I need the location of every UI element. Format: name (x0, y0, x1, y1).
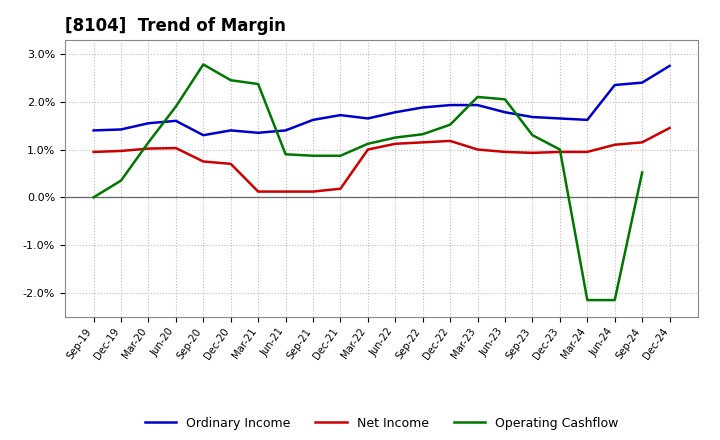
Operating Cashflow (309, 153, 318, 158)
Net Income (473, 147, 482, 152)
Operating Cashflow (473, 94, 482, 99)
Text: [8104]  Trend of Margin: [8104] Trend of Margin (65, 17, 286, 35)
Ordinary Income (309, 117, 318, 122)
Operating Cashflow (418, 132, 427, 137)
Operating Cashflow (117, 178, 125, 183)
Operating Cashflow (226, 77, 235, 83)
Net Income (528, 150, 537, 155)
Ordinary Income (528, 114, 537, 120)
Net Income (282, 189, 290, 194)
Ordinary Income (418, 105, 427, 110)
Ordinary Income (117, 127, 125, 132)
Ordinary Income (226, 128, 235, 133)
Net Income (226, 161, 235, 166)
Net Income (199, 159, 207, 164)
Line: Operating Cashflow: Operating Cashflow (94, 64, 642, 300)
Ordinary Income (583, 117, 592, 122)
Operating Cashflow (254, 81, 263, 87)
Ordinary Income (254, 130, 263, 136)
Ordinary Income (336, 113, 345, 118)
Operating Cashflow (282, 152, 290, 157)
Net Income (583, 149, 592, 154)
Net Income (117, 148, 125, 154)
Ordinary Income (611, 82, 619, 88)
Operating Cashflow (638, 170, 647, 175)
Net Income (556, 149, 564, 154)
Operating Cashflow (199, 62, 207, 67)
Ordinary Income (665, 63, 674, 69)
Operating Cashflow (611, 297, 619, 303)
Line: Ordinary Income: Ordinary Income (94, 66, 670, 135)
Ordinary Income (446, 103, 454, 108)
Ordinary Income (638, 80, 647, 85)
Net Income (254, 189, 263, 194)
Ordinary Income (364, 116, 372, 121)
Net Income (171, 146, 180, 151)
Operating Cashflow (336, 153, 345, 158)
Legend: Ordinary Income, Net Income, Operating Cashflow: Ordinary Income, Net Income, Operating C… (140, 412, 624, 435)
Operating Cashflow (144, 140, 153, 145)
Net Income (665, 125, 674, 131)
Net Income (336, 186, 345, 191)
Line: Net Income: Net Income (94, 128, 670, 191)
Operating Cashflow (500, 97, 509, 102)
Net Income (364, 147, 372, 152)
Net Income (446, 138, 454, 143)
Net Income (391, 141, 400, 147)
Operating Cashflow (89, 194, 98, 200)
Operating Cashflow (364, 141, 372, 147)
Net Income (611, 142, 619, 147)
Net Income (500, 149, 509, 154)
Ordinary Income (556, 116, 564, 121)
Operating Cashflow (528, 132, 537, 138)
Ordinary Income (171, 118, 180, 124)
Net Income (309, 189, 318, 194)
Operating Cashflow (583, 297, 592, 303)
Ordinary Income (144, 121, 153, 126)
Ordinary Income (391, 110, 400, 115)
Ordinary Income (89, 128, 98, 133)
Net Income (418, 140, 427, 145)
Operating Cashflow (556, 147, 564, 152)
Net Income (638, 140, 647, 145)
Operating Cashflow (446, 122, 454, 127)
Operating Cashflow (171, 104, 180, 109)
Net Income (89, 149, 98, 154)
Ordinary Income (500, 110, 509, 115)
Operating Cashflow (391, 135, 400, 140)
Ordinary Income (282, 128, 290, 133)
Net Income (144, 146, 153, 151)
Ordinary Income (473, 103, 482, 108)
Ordinary Income (199, 132, 207, 138)
